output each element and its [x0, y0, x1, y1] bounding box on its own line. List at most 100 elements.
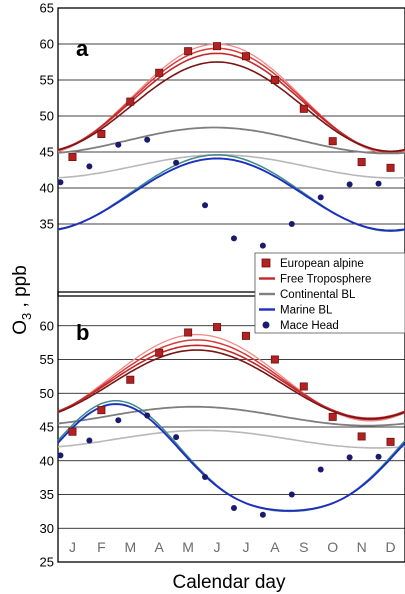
y-tick-label: 50	[40, 386, 54, 401]
series-line-free-troposphere	[57, 43, 405, 155]
mace-head-point	[202, 473, 209, 480]
mace-head-point	[144, 412, 151, 419]
mace-head-point	[375, 453, 382, 460]
alpine-point	[328, 137, 337, 146]
series-line-marine-bl	[57, 157, 405, 232]
alpine-point	[68, 427, 77, 436]
series-line-free-troposphere	[57, 349, 405, 420]
panel-label: b	[76, 320, 89, 345]
y-tick-label: 65	[40, 1, 54, 16]
alpine-point	[68, 153, 77, 162]
mace-head-point	[259, 242, 266, 249]
mace-head-point	[230, 505, 237, 511]
y-tick-label: 40	[40, 453, 54, 468]
y-tick-label: 35	[40, 487, 54, 502]
mace-head-point	[144, 136, 151, 143]
series-line-free-troposphere	[57, 333, 405, 422]
mace-head-point	[115, 141, 122, 148]
legend-label-continental-bl: Continental BL	[280, 289, 356, 301]
series-line-continental-bl	[57, 405, 405, 427]
alpine-point	[357, 432, 366, 441]
month-tick-label: F	[97, 539, 106, 555]
mace-head-point	[57, 452, 64, 459]
month-tick-label: D	[385, 539, 395, 555]
y-tick-label: 60	[40, 37, 54, 52]
alpine-point	[184, 47, 193, 56]
y-tick-label: 55	[40, 352, 54, 367]
legend-label-mace-head: Mace Head	[280, 320, 339, 332]
y-tick-label: 30	[40, 521, 54, 536]
alpine-point	[241, 331, 250, 340]
series-line-marine-bl	[57, 403, 405, 512]
mace-head-point	[202, 202, 209, 209]
y-tick-label: 35	[40, 217, 54, 232]
month-tick-label: A	[155, 539, 165, 555]
alpine-point	[155, 348, 164, 357]
y-tick-label: 25	[40, 555, 54, 570]
month-tick-label: A	[270, 539, 280, 555]
x-axis-title: Calendar day	[172, 572, 286, 593]
mace-head-point	[259, 511, 266, 518]
y-tick-label: 50	[40, 109, 54, 124]
alpine-point	[357, 158, 366, 167]
legend: European alpine Free Troposphere Continent…	[254, 252, 405, 334]
mace-head-point	[288, 221, 295, 227]
y-axis-title-subscript: 3	[19, 313, 34, 320]
alpine-point	[184, 328, 193, 337]
y-tick-label: 45	[40, 420, 54, 435]
series-line-continental-bl	[57, 429, 405, 449]
alpine-point	[213, 42, 222, 51]
legend-label-marine-bl: Marine BL	[280, 305, 333, 317]
mace-head-point	[288, 491, 295, 498]
month-tick-label: J	[69, 539, 76, 555]
mace-head-point	[115, 417, 122, 424]
alpine-point	[126, 375, 135, 384]
legend-label-european-alpine: European alpine	[280, 258, 364, 270]
alpine-point	[270, 355, 279, 364]
mace-head-point	[317, 466, 324, 473]
y-axis-title-rest: , ppb	[10, 265, 31, 313]
alpine-point	[299, 382, 308, 391]
alpine-point	[97, 406, 106, 415]
panel-b: 25 30 35 40 45 50 55 60 b J F M A M J J A S O N D	[40, 291, 405, 570]
alpine-point	[213, 323, 222, 332]
mace-head-point	[86, 437, 93, 444]
y-tick-label: 45	[40, 145, 54, 160]
month-tick-label: O	[327, 539, 338, 555]
mace-head-point	[346, 181, 353, 188]
alpine-point	[126, 97, 135, 106]
alpine-point	[328, 412, 337, 421]
mace-head-point	[230, 235, 237, 242]
month-tick-label: J	[214, 539, 221, 555]
legend-marker-mace-head	[262, 321, 270, 329]
y-tick-label: 60	[40, 318, 54, 333]
alpine-point	[155, 68, 164, 77]
series-line-free-troposphere	[57, 52, 405, 153]
mace-head-point	[346, 454, 353, 461]
month-tick-label: J	[242, 539, 249, 555]
panel-label: a	[76, 36, 89, 61]
y-tick-label: 40	[40, 181, 54, 196]
mace-head-point	[173, 434, 180, 441]
series-line-free-troposphere	[57, 61, 405, 153]
legend-marker-european-alpine	[261, 258, 271, 268]
alpine-point	[270, 76, 279, 85]
series-line-continental-bl	[57, 154, 405, 179]
month-tick-label: M	[182, 539, 194, 555]
y-axis-title: O3 , ppb	[10, 265, 34, 335]
month-tick-label: M	[124, 539, 136, 555]
panel-a: 35 40 45 50 55 60 65 a	[40, 1, 405, 297]
month-tick-label: S	[299, 539, 308, 555]
alpine-point	[97, 129, 106, 138]
mace-head-point	[375, 180, 382, 187]
legend-label-free-troposphere: Free Troposphere	[280, 274, 371, 286]
alpine-point	[241, 52, 250, 61]
alpine-point	[386, 437, 395, 446]
mace-head-point	[57, 179, 64, 186]
mace-head-point	[173, 159, 180, 166]
month-tick-label: N	[357, 539, 367, 555]
series-line-marine-bl	[57, 154, 405, 232]
mace-head-point	[317, 194, 324, 201]
y-tick-label: 55	[40, 73, 54, 88]
